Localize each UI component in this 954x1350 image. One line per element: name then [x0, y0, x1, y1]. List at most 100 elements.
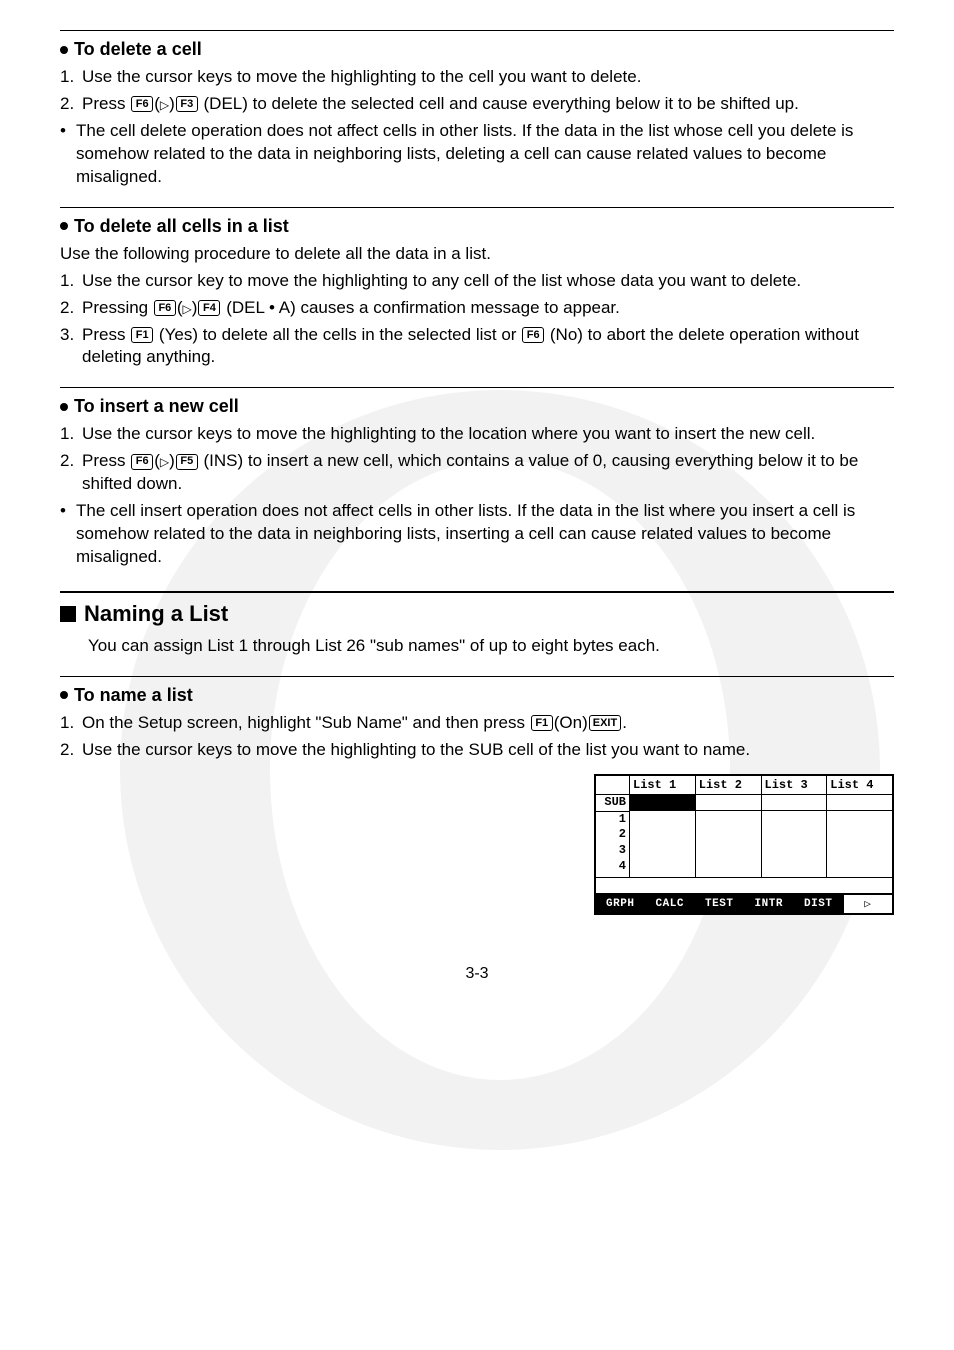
- step-text: Press F6(▷)F3 (DEL) to delete the select…: [82, 93, 894, 116]
- calc-corner: [596, 776, 630, 794]
- calc-header: List 2: [696, 776, 762, 794]
- step-2: 2. Use the cursor keys to move the highl…: [60, 739, 894, 762]
- calc-data-col: [762, 811, 828, 877]
- divider: [60, 676, 894, 677]
- divider: [60, 591, 894, 593]
- step-text: Use the cursor keys to move the highligh…: [82, 739, 894, 762]
- heading-naming-list: Naming a List: [60, 601, 894, 627]
- heading-text: Naming a List: [84, 601, 228, 627]
- bullet: •: [60, 500, 76, 569]
- key-f1: F1: [531, 715, 553, 731]
- bullet-icon: [60, 46, 68, 54]
- calc-row-num: 2: [596, 827, 629, 843]
- step-text: Pressing F6(▷)F4 (DEL • A) causes a conf…: [82, 297, 894, 320]
- calc-sub-cell: [827, 795, 892, 810]
- calc-menu-more: ▷: [844, 895, 893, 913]
- calc-row-num: 3: [596, 843, 629, 859]
- calc-menu: GRPH CALC TEST INTR DIST ▷: [596, 893, 892, 913]
- calculator-screen: List 1 List 2 List 3 List 4 SUB 1 2 3 4: [594, 774, 894, 915]
- key-f5: F5: [176, 454, 198, 470]
- step-2: 2. Press F6(▷)F5 (INS) to insert a new c…: [60, 450, 894, 496]
- square-icon: [60, 606, 76, 622]
- step-2: 2. Press F6(▷)F3 (DEL) to delete the sel…: [60, 93, 894, 116]
- heading-delete-cell: To delete a cell: [60, 39, 894, 60]
- key-f1: F1: [131, 327, 153, 343]
- calc-sub-cell: [762, 795, 828, 810]
- calc-row-labels: SUB 1 2 3 4: [596, 795, 630, 877]
- calc-menu-calc: CALC: [646, 895, 696, 913]
- calc-data-col: [827, 811, 892, 877]
- step-1: 1. Use the cursor keys to move the highl…: [60, 423, 894, 446]
- step-text: Press F6(▷)F5 (INS) to insert a new cell…: [82, 450, 894, 496]
- note-bullet: • The cell delete operation does not aff…: [60, 120, 894, 189]
- step-number: 2.: [60, 450, 82, 496]
- calc-data-area: [630, 811, 892, 877]
- heading-text: To delete all cells in a list: [74, 216, 289, 237]
- key-f6: F6: [154, 300, 176, 316]
- heading-text: To name a list: [74, 685, 193, 706]
- key-f6: F6: [131, 96, 153, 112]
- calc-menu-grph: GRPH: [596, 895, 646, 913]
- step-2: 2. Pressing F6(▷)F4 (DEL • A) causes a c…: [60, 297, 894, 320]
- calc-header: List 3: [762, 776, 828, 794]
- step-text: On the Setup screen, highlight "Sub Name…: [82, 712, 894, 735]
- bullet-icon: [60, 691, 68, 699]
- heading-delete-all: To delete all cells in a list: [60, 216, 894, 237]
- divider: [60, 387, 894, 388]
- step-number: 1.: [60, 423, 82, 446]
- divider: [60, 30, 894, 31]
- step-text: Use the cursor keys to move the highligh…: [82, 66, 894, 89]
- note-bullet: • The cell insert operation does not aff…: [60, 500, 894, 569]
- calc-menu-intr: INTR: [745, 895, 795, 913]
- heading-name-list: To name a list: [60, 685, 894, 706]
- note-text: The cell insert operation does not affec…: [76, 500, 894, 569]
- step-number: 1.: [60, 270, 82, 293]
- note-text: The cell delete operation does not affec…: [76, 120, 894, 189]
- key-f3: F3: [176, 96, 198, 112]
- bullet-icon: [60, 403, 68, 411]
- key-exit: EXIT: [589, 715, 621, 731]
- bullet: •: [60, 120, 76, 189]
- step-3: 3. Press F1 (Yes) to delete all the cell…: [60, 324, 894, 370]
- heading-insert-cell: To insert a new cell: [60, 396, 894, 417]
- step-number: 1.: [60, 712, 82, 735]
- key-f6: F6: [522, 327, 544, 343]
- heading-text: To delete a cell: [74, 39, 202, 60]
- calc-data-col: [696, 811, 762, 877]
- calc-sub-row: [630, 795, 892, 811]
- step-text: Use the cursor keys to move the highligh…: [82, 423, 894, 446]
- calc-sub-cell-highlighted: [630, 795, 696, 810]
- calc-menu-test: TEST: [695, 895, 745, 913]
- bullet-icon: [60, 222, 68, 230]
- step-text: Use the cursor key to move the highlight…: [82, 270, 894, 293]
- step-text: Press F1 (Yes) to delete all the cells i…: [82, 324, 894, 370]
- intro-text: Use the following procedure to delete al…: [60, 243, 894, 266]
- triangle-icon: ▷: [160, 98, 169, 112]
- naming-intro: You can assign List 1 through List 26 "s…: [88, 635, 894, 658]
- page-number: 3-3: [60, 965, 894, 983]
- calc-header: List 1: [630, 776, 696, 794]
- calc-header-row: List 1 List 2 List 3 List 4: [596, 776, 892, 795]
- step-number: 2.: [60, 739, 82, 762]
- step-1: 1. On the Setup screen, highlight "Sub N…: [60, 712, 894, 735]
- step-number: 2.: [60, 93, 82, 116]
- heading-text: To insert a new cell: [74, 396, 239, 417]
- step-1: 1. Use the cursor keys to move the highl…: [60, 66, 894, 89]
- calc-data-col: [630, 811, 696, 877]
- divider: [60, 207, 894, 208]
- step-1: 1. Use the cursor key to move the highli…: [60, 270, 894, 293]
- triangle-icon: ▷: [160, 455, 169, 469]
- calc-header: List 4: [827, 776, 892, 794]
- calc-sub-label: SUB: [596, 795, 629, 812]
- calc-row-num: 4: [596, 859, 629, 875]
- calc-row-num: 1: [596, 812, 629, 828]
- key-f6: F6: [131, 454, 153, 470]
- calc-status-line: [596, 877, 892, 893]
- calc-menu-dist: DIST: [794, 895, 844, 913]
- step-number: 3.: [60, 324, 82, 370]
- key-f4: F4: [198, 300, 220, 316]
- step-number: 1.: [60, 66, 82, 89]
- triangle-icon: ▷: [183, 302, 192, 316]
- step-number: 2.: [60, 297, 82, 320]
- calc-sub-cell: [696, 795, 762, 810]
